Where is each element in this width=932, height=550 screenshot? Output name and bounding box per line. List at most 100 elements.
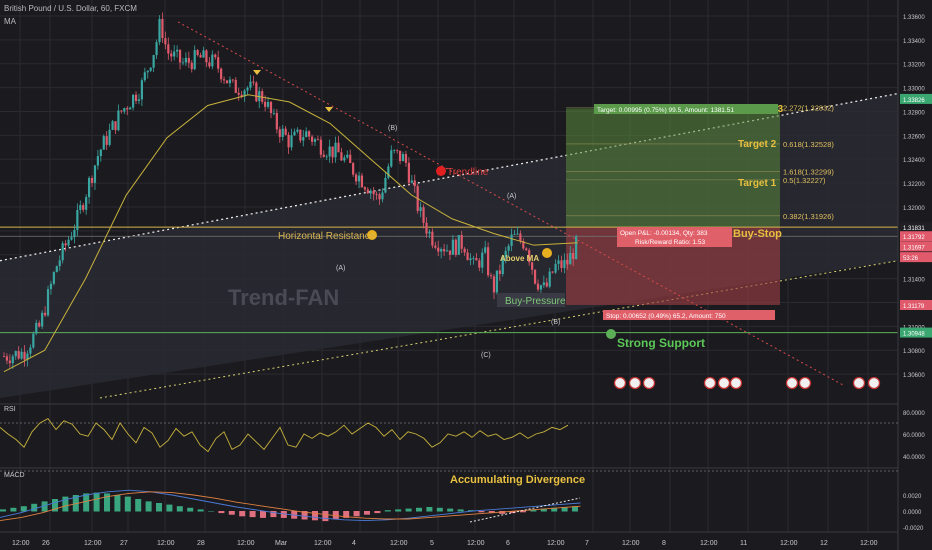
candle-body	[440, 249, 443, 252]
candle-body	[322, 154, 325, 157]
candle-body	[155, 42, 158, 56]
fib-level-label: 0.5(1.32227)	[783, 176, 826, 185]
candle-body	[134, 94, 138, 102]
candle-body	[167, 44, 170, 54]
candle-body	[173, 51, 176, 57]
macd-histogram-bar	[540, 508, 547, 512]
macd-histogram-bar	[156, 503, 162, 512]
candle-body	[310, 136, 314, 142]
candle-body	[457, 235, 460, 255]
time-tick-label: 12:00	[12, 540, 30, 547]
candle-body	[360, 175, 364, 188]
candle-body	[73, 229, 76, 238]
candle-body	[161, 18, 164, 39]
candle-body	[287, 134, 290, 148]
wave-label-b: (B)	[551, 319, 560, 326]
candle-body	[378, 194, 381, 200]
candle-body	[181, 62, 185, 64]
candle-body	[352, 163, 355, 175]
candle-body	[431, 231, 434, 246]
time-tick-label: 12:00	[700, 540, 718, 547]
macd-histogram-bar	[124, 496, 131, 512]
wave-label-a: (A)	[336, 265, 345, 272]
candle-body	[437, 247, 440, 252]
macd-histogram-bar	[301, 511, 308, 520]
candle-body	[569, 252, 572, 265]
price-tick-label: 1.32200	[903, 182, 925, 188]
price-badge-label: 1.30948	[903, 332, 925, 338]
macd-tick-label: 0.0020	[903, 494, 922, 500]
candle-body	[425, 222, 428, 234]
macd-histogram-bar	[551, 507, 558, 512]
candle-body	[170, 53, 173, 57]
macd-histogram-bar	[478, 511, 485, 513]
economic-event-icon	[798, 376, 812, 390]
candle-body	[140, 80, 143, 100]
trendline-dot	[436, 166, 446, 176]
economic-event-icon	[642, 376, 656, 390]
candle-body	[531, 262, 534, 270]
candle-body	[149, 67, 152, 71]
candle-body	[284, 128, 287, 135]
macd-histogram-bar	[384, 510, 391, 512]
candle-body	[393, 149, 396, 151]
candle-body	[504, 250, 507, 258]
candle-body	[381, 192, 384, 200]
macd-histogram-bar	[270, 511, 277, 518]
macd-histogram-bar	[416, 507, 422, 512]
candle-body	[451, 239, 455, 255]
candle-body	[261, 91, 264, 102]
rsi-tick-label: 60.0000	[903, 433, 925, 439]
macd-histogram-bar	[374, 511, 381, 514]
candle-body	[202, 50, 205, 58]
candle-body	[131, 94, 135, 108]
macd-histogram-bar	[572, 506, 578, 512]
target-info-text: Target: 0.00995 (0.75%) 99.5, Amount: 13…	[597, 107, 734, 114]
macd-histogram-bar	[20, 506, 27, 512]
candle-body	[114, 121, 117, 131]
candle-body	[64, 243, 67, 246]
macd-histogram-bar	[104, 493, 110, 512]
macd-line	[0, 489, 581, 522]
rsi-tick-label: 80.0000	[903, 411, 925, 417]
candle-body	[413, 180, 416, 187]
candle-body	[533, 269, 537, 284]
candle-body	[225, 80, 229, 84]
candle-body	[554, 263, 557, 273]
time-tick-label: 28	[197, 540, 205, 547]
candle-body	[243, 90, 246, 97]
candle-body	[363, 187, 366, 190]
candle-body	[58, 260, 61, 267]
price-tick-label: 1.31400	[903, 278, 925, 284]
price-tick-label: 1.32800	[903, 110, 925, 116]
macd-histogram-bar	[280, 511, 287, 518]
price-tick-label: 1.32600	[903, 134, 925, 140]
candle-body	[38, 322, 41, 327]
candle-body	[126, 108, 129, 110]
time-tick-label: 12:00	[237, 540, 255, 547]
candle-body	[187, 57, 190, 63]
candle-body	[129, 107, 132, 110]
candle-body	[396, 149, 399, 151]
candle-body	[46, 289, 50, 316]
candle-body	[475, 258, 478, 261]
candle-body	[70, 237, 73, 240]
candle-body	[11, 356, 14, 364]
candle-body	[164, 38, 167, 45]
candle-body	[522, 240, 525, 249]
candle-body	[528, 250, 531, 263]
macd-histogram-bar	[208, 511, 214, 512]
candle-body	[178, 49, 182, 63]
candle-body	[302, 137, 305, 141]
economic-event-icon	[703, 376, 717, 390]
candle-body	[79, 205, 82, 210]
fib-level-label: 0.382(1.31926)	[783, 212, 834, 221]
watermark-text: Trend-FAN	[228, 285, 339, 310]
candle-body	[454, 239, 457, 255]
candle-body	[331, 146, 334, 158]
candle-body	[249, 81, 252, 88]
time-tick-label: 4	[352, 540, 356, 547]
buy-pressure-bg	[497, 293, 565, 307]
candle-body	[357, 175, 361, 182]
